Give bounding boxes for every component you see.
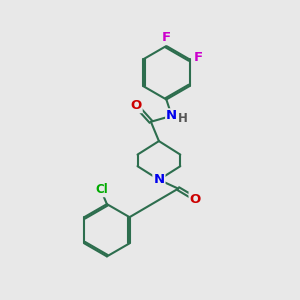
Text: Cl: Cl [95,183,108,196]
Text: O: O [130,99,142,112]
Text: N: N [153,173,164,186]
Text: F: F [194,51,203,64]
Text: H: H [178,112,188,125]
Text: N: N [166,109,177,122]
Text: O: O [190,193,201,206]
Text: F: F [162,31,171,44]
